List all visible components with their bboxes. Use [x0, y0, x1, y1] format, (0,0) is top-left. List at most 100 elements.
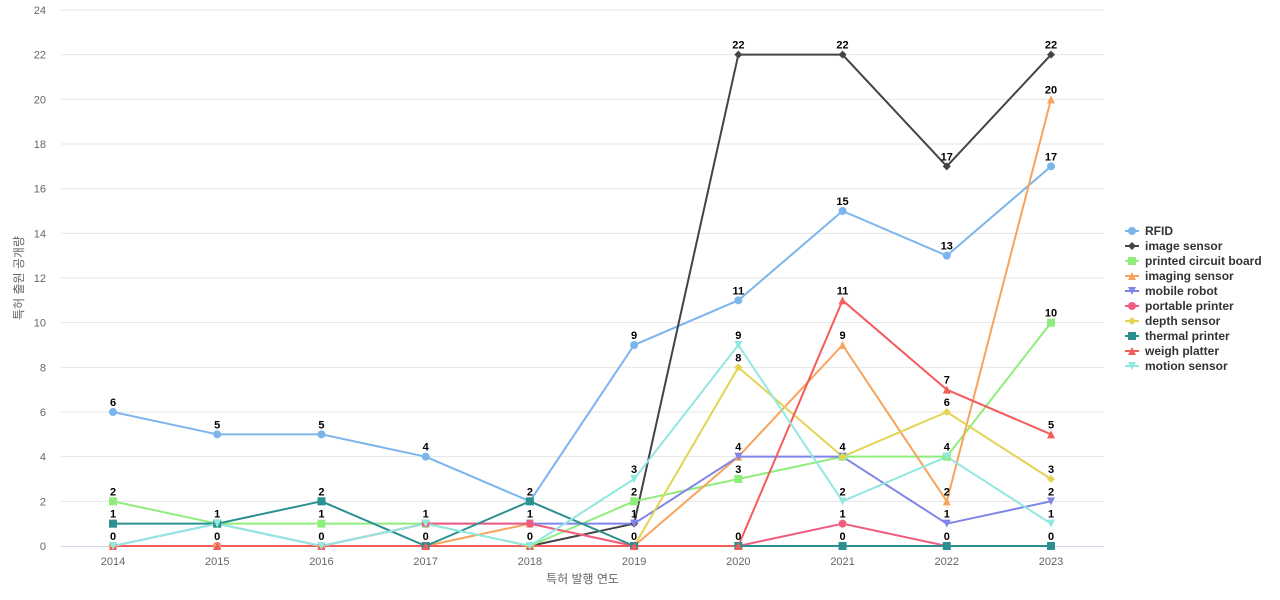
point-depth-sensor — [838, 452, 847, 461]
legend-swatch-marker — [1128, 287, 1136, 295]
data-label: 0 — [735, 531, 741, 543]
x-tick-label: 2020 — [726, 556, 750, 568]
data-label: 0 — [214, 531, 220, 543]
point-thermal-printer — [942, 542, 951, 550]
data-label: 2 — [527, 486, 533, 498]
legend-item-mobile-robot[interactable]: mobile robot — [1125, 284, 1218, 298]
data-label: 0 — [423, 531, 429, 543]
point-printed-circuit-board — [317, 519, 326, 528]
legend-item-portable-printer[interactable]: portable printer — [1125, 299, 1234, 313]
data-label: 1 — [1048, 509, 1054, 521]
grid-lines — [61, 9, 1104, 502]
data-label: 0 — [1048, 531, 1054, 543]
series-line-thermal-printer — [113, 500, 1051, 547]
legend-swatch-marker — [1128, 362, 1136, 370]
data-label: 1 — [423, 509, 429, 521]
point-printed-circuit-board — [1047, 318, 1055, 327]
x-tick-label: 2022 — [935, 556, 959, 568]
x-tick-label: 2021 — [830, 556, 854, 568]
x-tick-label: 2019 — [622, 556, 646, 568]
legend-item-motion-sensor[interactable]: motion sensor — [1125, 359, 1228, 373]
point-weigh-platter — [630, 542, 639, 550]
point-weigh-platter — [1047, 430, 1055, 439]
point-rfid — [213, 430, 222, 439]
data-label: 6 — [110, 397, 116, 409]
data-label: 1 — [214, 509, 220, 521]
legend-label: imaging sensor — [1145, 269, 1234, 283]
legend-swatch-marker — [1128, 242, 1136, 250]
data-label: 22 — [732, 40, 744, 52]
series-line-portable-printer — [113, 522, 1051, 547]
point-rfid — [734, 296, 743, 305]
data-label: 2 — [318, 486, 324, 498]
data-label: 1 — [944, 509, 950, 521]
data-label: 4 — [423, 442, 430, 454]
point-motion-sensor — [109, 542, 117, 550]
x-tick-label: 2016 — [309, 556, 333, 568]
point-mobile-robot — [734, 452, 743, 461]
point-thermal-printer — [525, 497, 534, 506]
point-thermal-printer — [109, 519, 117, 528]
point-rfid — [421, 452, 430, 461]
data-label: 20 — [1045, 84, 1057, 96]
y-tick-label: 12 — [34, 273, 46, 285]
y-tick-label: 0 — [40, 541, 46, 553]
legend-swatch-marker — [1128, 317, 1136, 325]
legend-item-imaging-sensor[interactable]: imaging sensor — [1125, 269, 1234, 283]
x-axis-title: 특허 발행 연도 — [546, 571, 619, 586]
point-thermal-printer — [317, 497, 326, 506]
legend-label: image sensor — [1145, 239, 1223, 253]
x-tick-label: 2023 — [1039, 556, 1063, 568]
data-label: 4 — [839, 442, 846, 454]
legend-swatch-marker — [1128, 257, 1136, 265]
data-label: 2 — [1048, 486, 1054, 498]
data-label: 5 — [318, 419, 324, 431]
y-tick-label: 2 — [40, 496, 46, 508]
legend-item-rfid[interactable]: RFID — [1125, 224, 1173, 238]
point-imaging-sensor — [838, 341, 847, 349]
series-line-weigh-platter — [113, 299, 1052, 547]
point-motion-sensor — [525, 542, 534, 550]
y-tick-label: 16 — [34, 184, 46, 196]
x-tick-label: 2017 — [413, 556, 437, 568]
y-tick-label: 20 — [34, 94, 46, 106]
point-rfid — [630, 341, 639, 349]
data-label: 1 — [110, 509, 116, 521]
data-label: 1 — [631, 509, 637, 521]
data-label: 6 — [944, 397, 950, 409]
y-tick-label: 18 — [34, 139, 46, 151]
point-rfid — [317, 430, 326, 439]
data-label: 9 — [735, 330, 741, 342]
legend-item-thermal-printer[interactable]: thermal printer — [1125, 329, 1230, 343]
y-tick-label: 8 — [40, 362, 46, 374]
data-label: 1 — [527, 509, 533, 521]
data-label: 3 — [631, 464, 637, 476]
x-axis-ticks: 2014 2015 2016 2017 2018 2019 2020 2021 2022 2023 — [101, 556, 1063, 568]
legend-label: depth sensor — [1145, 314, 1221, 328]
point-rfid — [942, 251, 951, 260]
legend-swatch-marker — [1128, 272, 1136, 280]
point-rfid — [838, 207, 847, 215]
y-tick-label: 10 — [34, 318, 46, 330]
point-imaging-sensor — [1047, 95, 1055, 104]
data-label: 0 — [318, 531, 324, 543]
point-printed-circuit-board — [734, 475, 743, 483]
legend-item-weigh-platter[interactable]: weigh platter — [1125, 344, 1219, 358]
series-lines — [112, 53, 1052, 547]
legend-item-depth-sensor[interactable]: depth sensor — [1125, 314, 1221, 328]
data-label: 9 — [839, 330, 845, 342]
x-tick-label: 2014 — [101, 556, 125, 568]
data-label: 7 — [944, 375, 950, 387]
point-portable-printer — [838, 519, 847, 528]
data-label: 0 — [110, 531, 116, 543]
point-image-sensor — [1047, 50, 1055, 59]
data-label: 5 — [1048, 419, 1054, 431]
series-line-rfid — [112, 165, 1052, 503]
legend-item-printed-circuit-board[interactable]: printed circuit board — [1125, 254, 1262, 268]
legend-item-image-sensor[interactable]: image sensor — [1125, 239, 1223, 253]
data-label: 0 — [944, 531, 950, 543]
point-printed-circuit-board — [109, 497, 117, 506]
